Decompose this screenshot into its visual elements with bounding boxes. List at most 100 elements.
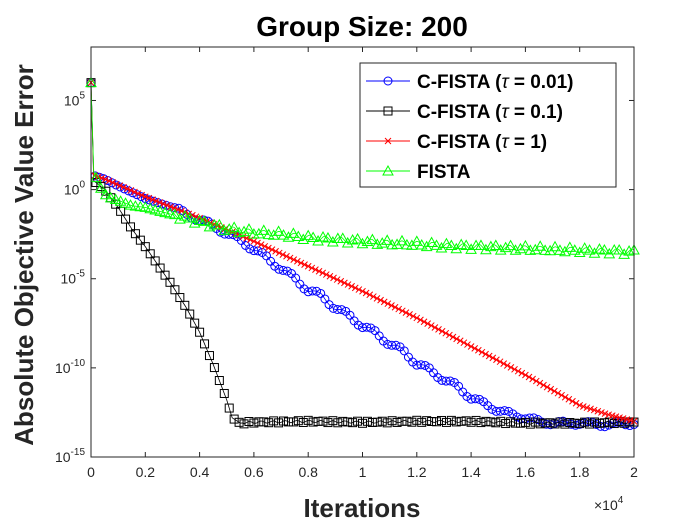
series-point	[233, 226, 245, 238]
axes-box	[90, 46, 635, 458]
series-point	[121, 214, 131, 224]
series-point	[298, 417, 308, 427]
series-point	[535, 419, 545, 429]
series-point	[480, 243, 492, 255]
series-point	[348, 418, 358, 428]
series-point	[170, 204, 178, 212]
series-point	[322, 231, 334, 243]
x-tick-label: 0.8	[298, 464, 318, 480]
series-point	[267, 229, 280, 240]
series-point	[245, 244, 255, 254]
series-point	[224, 403, 234, 413]
series-point	[330, 274, 337, 282]
series-point	[603, 247, 616, 259]
series-point	[261, 242, 269, 250]
series-point	[190, 318, 200, 328]
series-point	[512, 412, 522, 422]
series-point	[440, 237, 453, 249]
series-point	[501, 419, 511, 429]
series-point	[102, 175, 109, 183]
series-point	[583, 244, 596, 255]
series-point	[371, 238, 384, 249]
legend-entry: C-FISTA (τ = 0.1)	[366, 102, 563, 123]
series-point	[353, 416, 363, 426]
series-point	[198, 215, 211, 226]
series-point	[422, 416, 432, 426]
legend-marker	[384, 137, 392, 145]
series-point	[341, 279, 348, 287]
series-point	[272, 225, 285, 236]
series-point	[292, 230, 305, 242]
series-point	[529, 375, 536, 383]
series-point	[111, 199, 121, 209]
series-point	[356, 237, 369, 249]
series-point	[341, 236, 354, 248]
series-point	[491, 418, 501, 428]
series-point	[362, 322, 372, 332]
series-point	[445, 376, 455, 386]
x-axis-label: Iterations	[303, 493, 420, 523]
series-point	[598, 409, 605, 416]
series-point	[413, 314, 421, 322]
series-point	[384, 300, 392, 308]
legend-prefix: FISTA	[417, 162, 471, 183]
series-point	[319, 269, 327, 277]
series-point	[547, 385, 555, 393]
series-point	[318, 416, 328, 426]
series-point	[367, 417, 377, 427]
series-point	[156, 199, 164, 206]
series-point	[223, 223, 236, 234]
legend-tau: τ	[501, 132, 510, 153]
series-point	[377, 296, 384, 304]
legend-marker	[383, 76, 393, 86]
y-tick-label: 10-10	[55, 358, 85, 376]
series-point	[451, 417, 461, 427]
series-point	[409, 312, 417, 320]
series-point	[130, 229, 140, 239]
series-point	[244, 417, 254, 427]
series-point	[514, 367, 522, 375]
series-point	[249, 418, 259, 428]
series-point	[436, 415, 446, 425]
series-point	[145, 194, 153, 202]
series-point	[481, 416, 491, 426]
series-point	[355, 286, 363, 293]
legend-marker	[383, 106, 393, 116]
series-point	[170, 203, 180, 213]
series-point	[585, 419, 595, 429]
series-point	[565, 418, 575, 428]
series-point	[109, 193, 122, 204]
series-point	[519, 239, 532, 251]
series-point	[489, 239, 502, 250]
series-point	[590, 406, 598, 414]
series-point	[150, 256, 160, 266]
series-point	[313, 416, 323, 426]
series-point	[308, 264, 316, 272]
series-point	[410, 235, 423, 246]
series-point	[328, 416, 338, 426]
series-point	[185, 309, 195, 319]
legend-label: C-FISTA (τ = 0.01)	[417, 72, 574, 93]
series-point	[112, 180, 120, 188]
series-point	[175, 293, 185, 303]
series-point	[456, 416, 466, 426]
series-point	[446, 331, 453, 339]
x-tick-labels: 0 0.2 0.4 0.6 0.8 1 1.2 1.4 1.6 1.8 2	[87, 464, 638, 480]
series-point	[268, 246, 276, 253]
legend-suffix: = 0.1)	[509, 102, 563, 123]
series-point	[297, 233, 310, 244]
series-point	[391, 340, 401, 350]
series-point	[154, 205, 166, 216]
series-point	[188, 217, 201, 228]
series-point	[243, 234, 251, 242]
series-point	[290, 256, 298, 263]
series-point	[257, 241, 265, 248]
series-point	[282, 231, 295, 242]
series-point	[599, 418, 609, 428]
series-layer	[85, 76, 640, 432]
series-point	[397, 416, 407, 426]
series-point	[138, 191, 146, 199]
legend-tau: τ	[501, 72, 510, 93]
series-point	[183, 211, 196, 223]
series-point	[160, 200, 167, 208]
